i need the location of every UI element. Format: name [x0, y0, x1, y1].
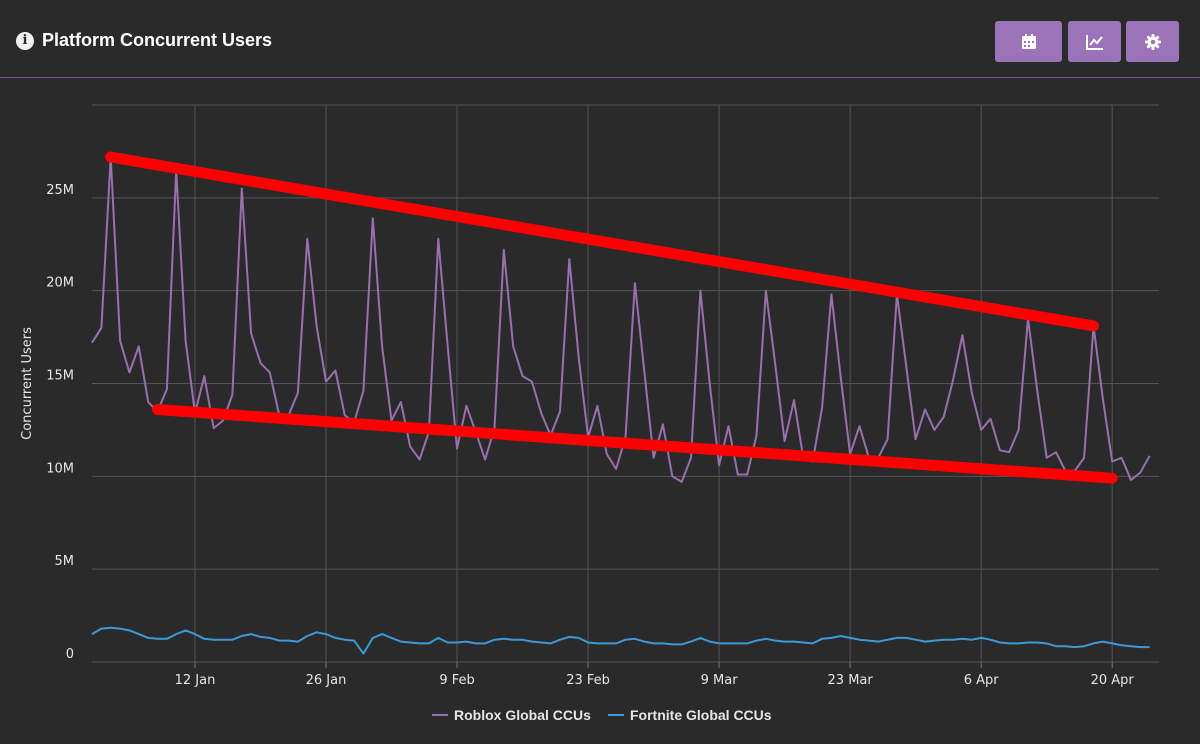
legend: Roblox Global CCUs Fortnite Global CCUs [432, 707, 772, 723]
y-tick-label: 5M [55, 554, 75, 569]
y-axis-label: Concurrent Users [20, 327, 35, 440]
settings-button[interactable] [1126, 21, 1179, 62]
series-line-roblox[interactable] [91, 156, 1151, 483]
trend-annotations [105, 151, 1118, 484]
y-tick-label: 0 [66, 647, 74, 662]
x-tick-label: 23 Mar [828, 673, 874, 688]
x-tick-label: 26 Jan [306, 673, 347, 688]
calendar-button[interactable] [995, 21, 1062, 62]
x-axis-ticks: 12 Jan 26 Jan 9 Feb 23 Feb 9 Mar 23 Mar 6 Apr 2… [175, 662, 1135, 688]
page-title: Platform Concurrent Users [42, 30, 273, 50]
x-tick-label: 20 Apr [1091, 673, 1135, 688]
line-chart: 0 5M 10M 15M 20M 25M 12 Jan 26 Jan 9 Feb 23 Feb 9… [20, 104, 1159, 723]
y-tick-label: 20M [46, 276, 74, 291]
gear-icon [1144, 33, 1161, 50]
y-tick-label: 25M [46, 183, 74, 198]
y-tick-label: 10M [46, 461, 74, 476]
panel-header: i Platform Concurrent Users [0, 0, 1200, 78]
gridlines [92, 104, 1159, 663]
info-icon[interactable]: i [16, 31, 34, 50]
chart-type-button[interactable] [1068, 21, 1121, 62]
legend-item[interactable]: Roblox Global CCUs [454, 707, 591, 723]
legend-item[interactable]: Fortnite Global CCUs [630, 707, 772, 723]
x-tick-label: 12 Jan [175, 673, 216, 688]
x-tick-label: 9 Mar [701, 673, 739, 688]
line-chart-icon [1085, 34, 1103, 50]
calendar-icon [1021, 33, 1036, 49]
series-lines [91, 156, 1151, 655]
title-group: i Platform Concurrent Users [16, 30, 272, 51]
upper-trendline [105, 151, 1099, 332]
x-tick-label: 6 Apr [964, 673, 1000, 688]
y-axis-ticks: 0 5M 10M 15M 20M 25M [46, 183, 74, 662]
x-tick-label: 23 Feb [566, 673, 610, 688]
y-tick-label: 15M [46, 369, 74, 384]
lower-trendline [152, 403, 1118, 484]
x-tick-label: 9 Feb [439, 673, 474, 688]
series-line-fortnite[interactable] [91, 626, 1150, 655]
